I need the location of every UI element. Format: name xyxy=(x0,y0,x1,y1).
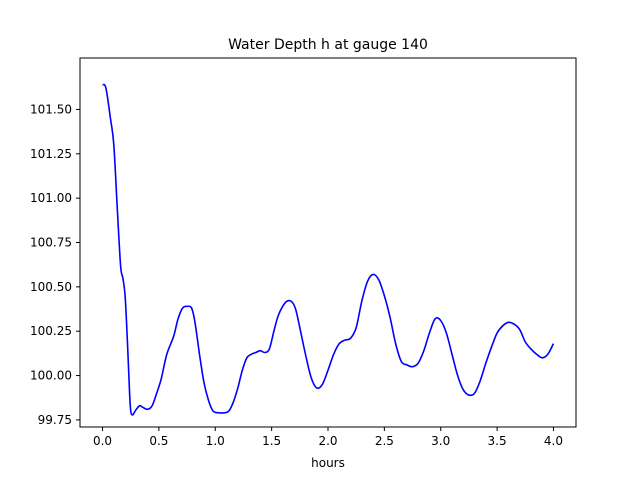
y-tick-label: 100.50 xyxy=(30,280,72,294)
x-axis-ticks: 0.0 0.5 1.0 1.5 2.0 2.5 3.0 3.5 4.0 xyxy=(93,427,563,448)
chart-title: Water Depth h at gauge 140 xyxy=(228,37,428,53)
x-tick-label: 3.0 xyxy=(431,434,450,448)
series-line-0 xyxy=(101,83,555,416)
y-tick-label: 100.00 xyxy=(30,369,72,383)
plot-frame xyxy=(79,57,577,428)
x-tick-label: 1.5 xyxy=(262,434,281,448)
x-tick-label: 4.0 xyxy=(544,434,563,448)
y-tick-label: 101.00 xyxy=(30,191,72,205)
y-tick-label: 101.50 xyxy=(30,102,72,116)
plot-area xyxy=(80,58,576,427)
x-tick-label: 1.0 xyxy=(206,434,225,448)
y-axis-ticks: 99.75 100.00 100.25 100.50 100.75 101.00 101.2… xyxy=(30,102,80,427)
y-tick-label: 101.25 xyxy=(30,147,72,161)
y-tick-label: 100.75 xyxy=(30,236,72,250)
x-tick-label: 3.5 xyxy=(488,434,507,448)
x-tick-label: 0.5 xyxy=(149,434,168,448)
x-axis-label: hours xyxy=(311,456,345,470)
x-tick-label: 2.0 xyxy=(318,434,337,448)
y-tick-label: 99.75 xyxy=(38,413,72,427)
x-tick-label: 0.0 xyxy=(93,434,112,448)
x-tick-label: 2.5 xyxy=(375,434,394,448)
y-tick-label: 100.25 xyxy=(30,324,72,338)
series-layer xyxy=(101,83,555,416)
